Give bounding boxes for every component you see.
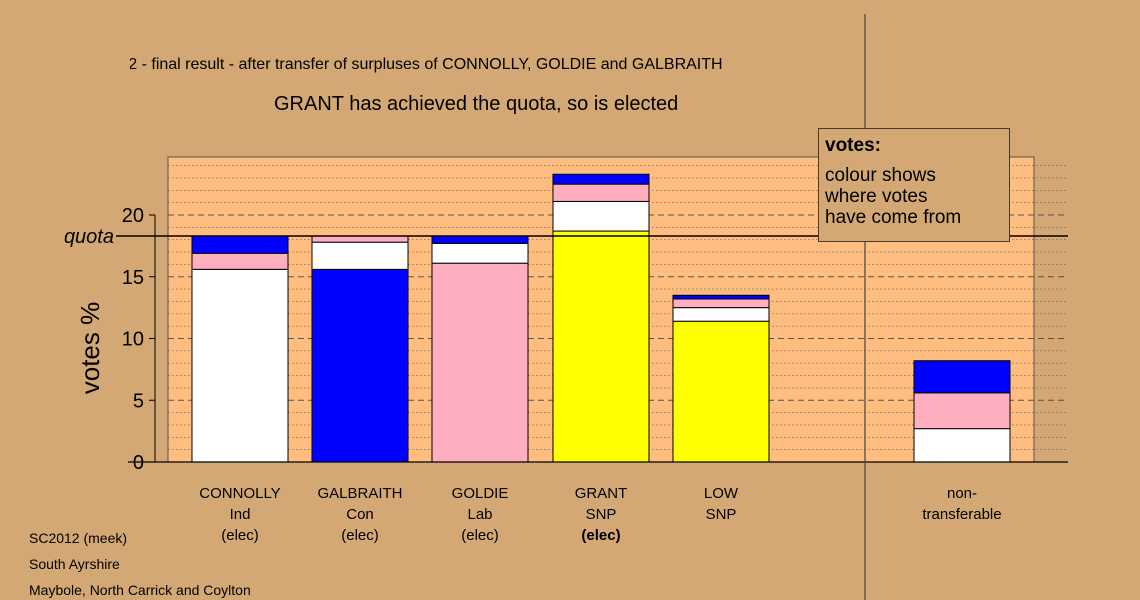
bar-grant bbox=[552, 173, 650, 463]
legend-line: have come from bbox=[825, 207, 962, 228]
bar-segment bbox=[672, 320, 770, 463]
footer-council: South Ayrshire bbox=[29, 556, 120, 572]
bar-segment bbox=[552, 173, 650, 185]
y-tick-label: 0 bbox=[133, 452, 144, 474]
candidate-status: (elec) bbox=[461, 527, 499, 544]
bar-segment bbox=[311, 235, 409, 243]
chart-title: Stage 2 - final result - after transfer … bbox=[130, 56, 723, 73]
bar-segment bbox=[311, 268, 409, 463]
bar-segment bbox=[431, 235, 529, 244]
y-tick-label: 15 bbox=[122, 267, 144, 289]
candidate-party: Con bbox=[346, 506, 374, 523]
bar-goldie bbox=[431, 235, 529, 463]
x-labels: CONNOLLY Ind (elec) GALBRAITH Con (elec) GOLDI… bbox=[199, 485, 1001, 544]
bar-non bbox=[913, 360, 1011, 463]
quota-label: quota bbox=[64, 226, 114, 248]
y-tick-label: 10 bbox=[122, 329, 144, 351]
bar-segment bbox=[672, 307, 770, 322]
chart-subtitle: GRANT has achieved the quota, so is elec… bbox=[274, 93, 679, 115]
candidate-party: transferable bbox=[922, 506, 1001, 523]
candidate-party: SNP bbox=[586, 506, 617, 523]
y-tick-label: 20 bbox=[122, 205, 144, 227]
footer-ward: Maybole, North Carrick and Coylton bbox=[29, 582, 251, 598]
bar-segment bbox=[552, 200, 650, 232]
legend-line: where votes bbox=[825, 186, 928, 207]
candidate-name: GRANT bbox=[575, 485, 628, 502]
legend-text: colour shows where votes have come from bbox=[825, 165, 1003, 228]
candidate-party: Ind bbox=[230, 506, 251, 523]
legend-title: votes: bbox=[825, 135, 881, 156]
bar-segment bbox=[913, 360, 1011, 394]
bar-low bbox=[672, 294, 770, 463]
bar-segment bbox=[913, 428, 1011, 463]
bar-segment bbox=[431, 242, 529, 264]
legend: votes: colour shows where votes have com… bbox=[818, 128, 1010, 242]
bar-segment bbox=[552, 183, 650, 202]
candidate-name: CONNOLLY bbox=[199, 485, 280, 502]
candidate-party: SNP bbox=[706, 506, 737, 523]
bar-segment bbox=[431, 262, 529, 463]
bar-segment bbox=[672, 298, 770, 309]
legend-line: colour shows bbox=[825, 165, 936, 186]
y-axis: 0 5 10 15 20 bbox=[122, 205, 156, 474]
candidate-status: (elec) bbox=[581, 527, 620, 544]
candidate-name: GALBRAITH bbox=[317, 485, 402, 502]
footer-method: SC2012 (meek) bbox=[29, 530, 128, 546]
bar-segment bbox=[672, 294, 770, 300]
bar-segment bbox=[191, 252, 289, 270]
bar-galbraith bbox=[311, 235, 409, 463]
y-tick-label: 5 bbox=[133, 390, 144, 412]
bar-connolly bbox=[191, 235, 289, 463]
candidate-party: Lab bbox=[467, 506, 492, 523]
bar-segment bbox=[913, 392, 1011, 430]
bar-segment bbox=[191, 268, 289, 463]
bar-segment bbox=[191, 235, 289, 254]
candidate-name: non- bbox=[947, 485, 977, 502]
candidate-name: GOLDIE bbox=[452, 485, 509, 502]
bar-segment bbox=[311, 241, 409, 270]
candidate-status: (elec) bbox=[341, 527, 379, 544]
candidate-status: (elec) bbox=[221, 527, 259, 544]
bar-segment bbox=[552, 230, 650, 463]
candidate-name: LOW bbox=[704, 485, 739, 502]
y-axis-label: votes % bbox=[75, 302, 105, 395]
